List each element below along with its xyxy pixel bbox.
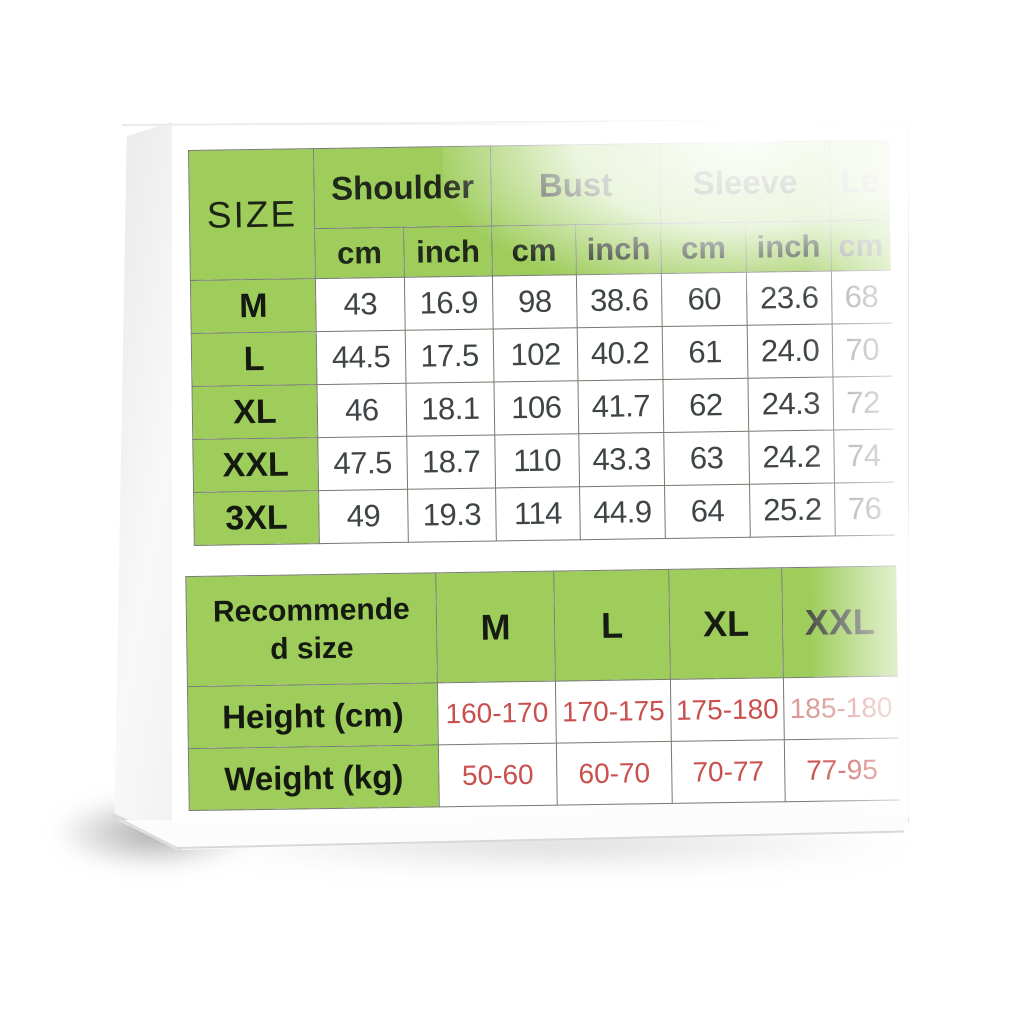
measurement-cell: 24.0: [747, 323, 833, 379]
measurement-cell: 68: [831, 270, 892, 324]
measurement-cell: 114: [495, 486, 581, 541]
recommended-size-header-line2: d size: [269, 631, 354, 666]
unit-header: inch: [745, 220, 832, 273]
rec-column-header-xxl: XXL: [781, 566, 898, 678]
height-row: Height (cm) 160-170 170-175 175-180 185-…: [187, 676, 899, 749]
measurement-cell: 18.1: [405, 381, 495, 437]
measurement-cell: 24.3: [747, 376, 834, 432]
measurement-cell: 70: [832, 323, 892, 377]
size-row-label: 3XL: [193, 490, 320, 546]
height-row-label: Height (cm): [187, 682, 439, 749]
measurement-cell: 41.7: [577, 379, 664, 434]
size-row-3xl: 3XL 49 19.3 114 44.9 64 25.2 76: [193, 482, 895, 546]
measurement-cell: 62: [662, 378, 749, 433]
measurement-cell: 43.3: [578, 432, 665, 487]
size-row-label: XXL: [192, 437, 319, 493]
weight-row-label: Weight (kg): [188, 744, 440, 811]
measurement-cell: 76: [834, 482, 895, 536]
size-row-label: L: [191, 331, 317, 387]
measurement-cell: 17.5: [405, 328, 494, 384]
measurement-cell: 44.9: [579, 485, 666, 540]
measurement-cell: 64: [664, 484, 751, 539]
box-left-face: [114, 121, 172, 843]
weight-range-cell: 77-95: [784, 738, 900, 802]
measurement-cell: 102: [493, 327, 578, 382]
length-column-header: Le: [829, 140, 890, 221]
measurement-cell: 60: [661, 272, 748, 327]
measurement-cell: 49: [318, 489, 409, 544]
measurement-cell: 61: [662, 325, 748, 380]
measurement-cell: 106: [493, 380, 579, 435]
unit-header: inch: [575, 223, 662, 275]
unit-header: cm: [491, 224, 577, 276]
measurement-cell: 18.7: [406, 434, 496, 490]
measurement-cell: 24.2: [748, 429, 835, 485]
measurement-cell: 74: [833, 429, 894, 483]
height-range-cell: 175-180: [670, 677, 785, 742]
height-range-cell: 170-175: [555, 679, 672, 744]
measurement-cell: 43: [315, 277, 406, 332]
rec-column-header-l: L: [553, 569, 671, 682]
sleeve-column-header: Sleeve: [659, 140, 831, 224]
rec-column-header-xl: XL: [668, 567, 784, 680]
rec-column-header-m: M: [435, 571, 556, 683]
weight-row: Weight (kg) 50-60 60-70 70-77 77-95: [188, 738, 900, 811]
unit-header: cm: [830, 220, 891, 271]
unit-header: inch: [403, 226, 493, 278]
recommended-size-table: Recommende d size M L XL XXL Height (cm)…: [185, 566, 900, 812]
measurement-cell: 47.5: [317, 436, 408, 491]
measurement-cell: 40.2: [577, 326, 663, 381]
measurement-cell: 44.5: [316, 330, 406, 385]
weight-range-cell: 50-60: [438, 743, 558, 807]
size-chart: SIZE Shoulder Bust Sleeve Le cm inch cm …: [185, 117, 931, 819]
height-range-cell: 185-180: [783, 676, 899, 740]
measurement-cell: 46: [316, 383, 407, 438]
measurement-cell: 63: [663, 431, 750, 486]
unit-header: cm: [314, 227, 405, 279]
size-column-header: SIZE: [188, 148, 316, 281]
measurement-cell: 23.6: [746, 270, 833, 326]
size-row-label: M: [190, 278, 317, 334]
measurement-cell: 16.9: [404, 275, 494, 331]
size-measurements-table: SIZE Shoulder Bust Sleeve Le cm inch cm …: [188, 140, 895, 546]
weight-range-cell: 60-70: [556, 741, 673, 806]
measurement-cell: 25.2: [749, 482, 836, 538]
weight-range-cell: 70-77: [671, 739, 786, 804]
measurement-cell: 98: [492, 274, 578, 329]
measurement-cell: 72: [832, 376, 893, 430]
measurement-cell: 38.6: [576, 273, 663, 328]
bust-column-header: Bust: [490, 143, 661, 227]
measurement-cell: 19.3: [407, 487, 497, 543]
unit-header: cm: [660, 222, 747, 274]
recommended-size-header-line1: Recommende: [212, 592, 410, 629]
recommended-size-header: Recommende d size: [185, 572, 438, 687]
measurement-cell: 110: [494, 433, 580, 488]
shoulder-column-header: Shoulder: [313, 146, 492, 229]
height-range-cell: 160-170: [437, 681, 557, 745]
size-row-label: XL: [192, 384, 318, 440]
